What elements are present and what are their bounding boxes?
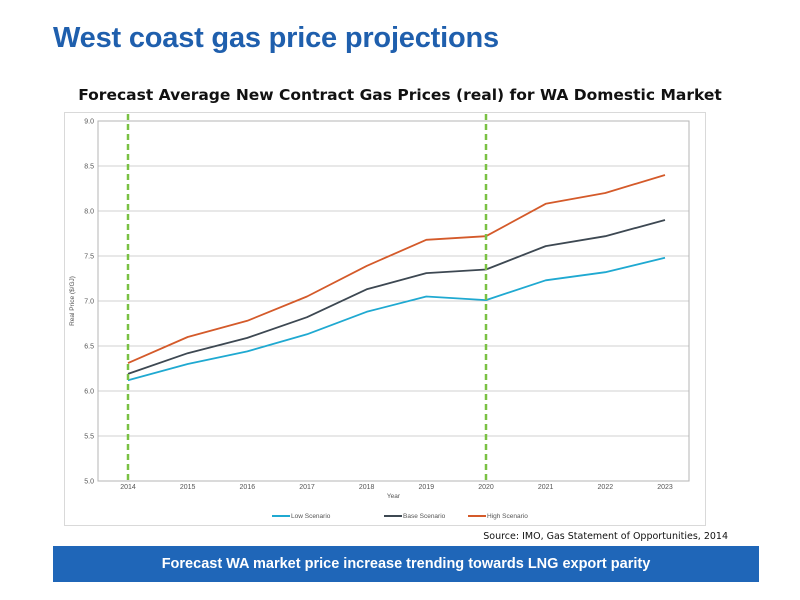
y-tick-label: 7.5 xyxy=(84,254,94,261)
series-line-1 xyxy=(127,256,666,382)
y-axis-label: Real Price ($/GJ) xyxy=(69,276,76,326)
y-tick-label: 5.5 xyxy=(84,434,94,441)
series-line-2 xyxy=(127,219,666,375)
chart-container: 5.0 5.5 6.0 6.5 7.0 7.5 8.0 8.5 9.0 2014 2015 2016 2… xyxy=(64,112,706,526)
summary-banner: Forecast WA market price increase trendi… xyxy=(53,546,759,582)
y-tick-label: 6.5 xyxy=(84,344,94,351)
x-tick-label: 2017 xyxy=(299,484,315,491)
y-tick-label: 9.0 xyxy=(84,119,94,126)
x-tick-label: 2015 xyxy=(180,484,196,491)
legend-label: Base Scenario xyxy=(403,513,446,520)
legend-label: Low Scenario xyxy=(291,513,331,520)
source-note: Source: IMO, Gas Statement of Opportunit… xyxy=(483,531,728,542)
x-tick-label: 2022 xyxy=(598,484,614,491)
y-tick-label: 6.0 xyxy=(84,389,94,396)
plot-area xyxy=(97,120,690,482)
series-line-3 xyxy=(127,174,666,364)
x-tick-label: 2020 xyxy=(478,484,494,491)
x-axis-label: Year xyxy=(387,493,401,500)
x-tick-label: 2016 xyxy=(240,484,256,491)
summary-banner-text: Forecast WA market price increase trendi… xyxy=(161,556,651,572)
chart-frame xyxy=(64,112,706,526)
slide-title: West coast gas price projections xyxy=(53,22,499,54)
legend-label: High Scenario xyxy=(487,513,528,520)
x-tick-label: 2014 xyxy=(120,484,136,491)
y-tick-label: 8.5 xyxy=(84,164,94,171)
line-chart: 5.0 5.5 6.0 6.5 7.0 7.5 8.0 8.5 9.0 2014 2015 2016 2… xyxy=(64,112,706,526)
y-tick-label: 5.0 xyxy=(84,479,94,486)
y-tick-label: 7.0 xyxy=(84,299,94,306)
y-tick-label: 8.0 xyxy=(84,209,94,216)
x-tick-label: 2019 xyxy=(419,484,435,491)
chart-title: Forecast Average New Contract Gas Prices… xyxy=(78,86,722,104)
x-tick-label: 2021 xyxy=(538,484,554,491)
x-tick-label: 2023 xyxy=(657,484,673,491)
x-tick-label: 2018 xyxy=(359,484,375,491)
